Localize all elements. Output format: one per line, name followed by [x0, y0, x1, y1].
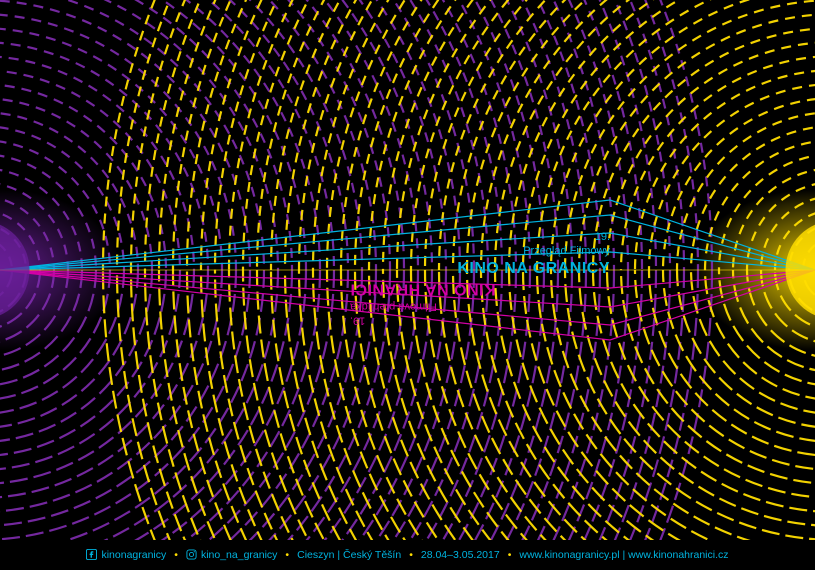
facebook-link[interactable]: kinonagranicy	[86, 549, 166, 561]
instagram-icon	[186, 549, 197, 561]
poster-canvas: 19. Przegląd Filmowy KINO NA GRANICY 19.…	[0, 0, 815, 540]
url-cz: www.kinonahranici.cz	[628, 549, 728, 561]
title-block-top: 19. Przegląd Filmowy KINO NA GRANICY	[350, 230, 610, 278]
website-links[interactable]: www.kinonagranicy.pl | www.kinonahranici…	[519, 549, 728, 561]
edition-number-bottom: 19.	[350, 313, 610, 327]
instagram-handle: kino_na_granicy	[201, 549, 277, 561]
location-text: Cieszyn | Český Těšín	[297, 549, 401, 561]
subtitle-bottom: Filmová přehlídka	[350, 299, 610, 313]
edition-number-top: 19.	[350, 230, 610, 244]
dates-text: 28.04–3.05.2017	[421, 549, 500, 561]
facebook-icon	[86, 549, 97, 561]
separator-dot: •	[285, 549, 289, 561]
separator-dot: •	[409, 549, 413, 561]
facebook-handle: kinonagranicy	[101, 549, 166, 561]
footer-bar: kinonagranicy • kino_na_granicy • Cieszy…	[0, 540, 815, 570]
separator-dot: •	[508, 549, 512, 561]
subtitle-top: Przegląd Filmowy	[350, 244, 610, 258]
main-title-bottom: KINO NA HRANICI	[350, 280, 610, 298]
title-block-bottom: 19. Filmová přehlídka KINO NA HRANICI	[350, 280, 610, 328]
main-title-top: KINO NA GRANICY	[350, 260, 610, 278]
url-pl: www.kinonagranicy.pl	[519, 549, 619, 561]
instagram-link[interactable]: kino_na_granicy	[186, 549, 277, 561]
separator-dot: •	[174, 549, 178, 561]
